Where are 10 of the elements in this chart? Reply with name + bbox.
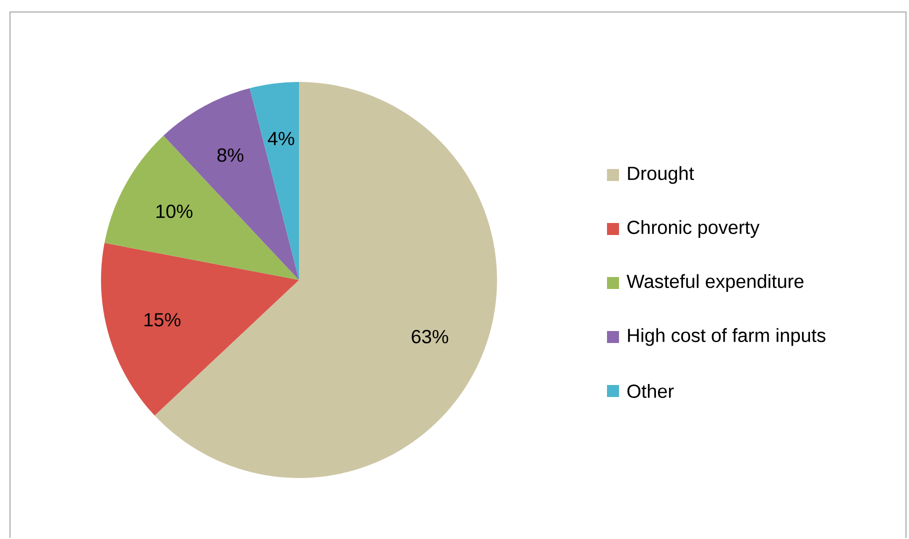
legend-label: High cost of farm inputs bbox=[628, 328, 826, 346]
data-label: 10% bbox=[156, 204, 192, 218]
data-label: 4% bbox=[268, 132, 294, 146]
legend-label: Chronic poverty bbox=[628, 220, 760, 238]
data-label: 8% bbox=[217, 148, 244, 162]
legend-label: Wasteful expenditure bbox=[626, 274, 804, 292]
data-label: 63% bbox=[412, 330, 448, 344]
legend-label: Other bbox=[627, 384, 674, 398]
data-label: 15% bbox=[144, 313, 180, 327]
legend-label: Drought bbox=[628, 166, 694, 184]
